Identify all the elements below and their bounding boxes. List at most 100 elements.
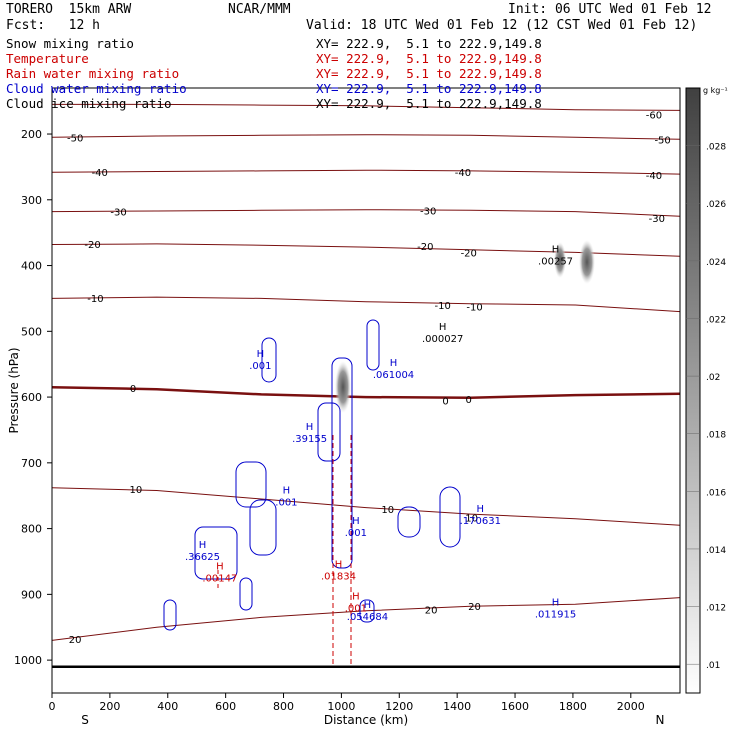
isotherm-line	[51, 243, 681, 257]
isotherm-line	[51, 169, 681, 175]
legend-field-label: Rain water mixing ratio	[6, 66, 180, 81]
organization: NCAR/MMM	[228, 2, 291, 17]
x-axis-title: Distance (km)	[324, 713, 408, 727]
cloud-water-contours	[163, 319, 461, 631]
temperature-label: -20	[461, 248, 477, 259]
cloud-water-cell	[235, 461, 267, 508]
y-tick-label: 300	[21, 194, 42, 207]
cloud-water-cell	[439, 486, 461, 548]
cloud-ice-max-marker: H	[439, 322, 447, 333]
x-tick-label: 1200	[385, 700, 413, 713]
temperature-label: -30	[420, 206, 436, 217]
cloud-water-max-label: .39155	[292, 434, 327, 445]
snow-shading-blob	[335, 361, 351, 413]
y-tick-label: 500	[21, 325, 42, 338]
isotherm-line	[52, 103, 681, 111]
temperature-label: 20	[425, 605, 438, 616]
legend-field-label: Snow mixing ratio	[6, 36, 134, 51]
cloud-water-max-label: .061004	[373, 370, 414, 381]
section-start-label: S	[81, 713, 89, 727]
cloud-water-max-marker: H	[352, 516, 360, 527]
cloud-water-max-marker: H	[257, 349, 265, 360]
y-tick-label: 400	[21, 260, 42, 273]
legend-section-coords: XY= 222.9, 5.1 to 222.9,149.8	[316, 36, 542, 51]
colorbar-label: .022	[706, 315, 726, 325]
cloud-water-cell	[249, 499, 277, 556]
temperature-label: -30	[649, 214, 665, 225]
cloud-water-cell	[397, 506, 421, 538]
colorbar-label: .018	[706, 431, 726, 441]
cloud-water-max-label: .170631	[460, 516, 501, 527]
temperature-label: -10	[87, 294, 103, 305]
cloud-water-cell	[163, 599, 177, 631]
colorbar-label: .02	[706, 373, 720, 383]
colorbar-label: .016	[706, 488, 726, 498]
snow-mixing-ratio-shading	[335, 240, 595, 413]
y-tick-label: 800	[21, 523, 42, 536]
colorbar-label: .026	[706, 200, 726, 210]
cloud-water-cell	[331, 357, 353, 569]
colorbar-label: .012	[706, 604, 726, 614]
cloud-water-max-marker: H	[306, 422, 314, 433]
colorbar-label: .028	[706, 143, 726, 153]
legend-section-coords: XY= 222.9, 5.1 to 222.9,149.8	[316, 66, 542, 81]
isotherm-line	[51, 597, 681, 641]
cloud-water-max-marker: H	[552, 597, 560, 608]
cloud-water-max-marker: H	[477, 504, 485, 515]
snow-shading-blob	[554, 242, 566, 278]
temperature-label: 0	[442, 396, 448, 407]
init-time: Init: 06 UTC Wed 01 Feb 12	[508, 2, 712, 17]
colorbar-label: .024	[706, 258, 726, 268]
rain-water-max-label: .00147	[202, 573, 237, 584]
temperature-label: 20	[69, 635, 82, 646]
temperature-label: -40	[92, 168, 108, 179]
rain-water-max-marker: H	[352, 592, 360, 603]
plot-frame	[51, 87, 681, 694]
cloud-water-max-label: .001	[345, 528, 367, 539]
y-tick-label: 700	[21, 457, 42, 470]
cloud-water-cell	[239, 577, 253, 611]
rain-water-max-marker: H	[216, 561, 224, 572]
cloud-water-max-marker: H	[364, 600, 372, 611]
temperature-label: -40	[646, 171, 662, 182]
temperature-label: -30	[110, 208, 126, 219]
temperature-label: 0	[466, 395, 472, 406]
temperature-label: -50	[67, 133, 83, 144]
y-tick-label: 900	[21, 588, 42, 601]
x-tick-label: 1800	[559, 700, 587, 713]
section-end-label: N	[656, 713, 665, 727]
contour-value-labels: -60 -50 -50 -40 -40 -40 -30 -30 -30 -20 -20 -20 -10 -…	[67, 110, 671, 646]
isotherm-line	[51, 134, 681, 140]
cloud-water-cell	[261, 337, 277, 383]
temperature-label: -50	[654, 135, 670, 146]
x-tick-label: 0	[49, 700, 56, 713]
cloud-ice-max-marker: H	[552, 244, 560, 255]
x-tick-label: 400	[157, 700, 178, 713]
legend-field-label: Cloud water mixing ratio	[6, 81, 187, 96]
legend-section-coords: XY= 222.9, 5.1 to 222.9,149.8	[316, 96, 542, 111]
cloud-water-max-label: .001	[249, 361, 271, 372]
x-tick-label: 200	[99, 700, 120, 713]
model-title: TORERO 15km ARW	[6, 2, 132, 17]
cloud-ice-max-label: .000027	[422, 334, 463, 345]
isotherm-line	[51, 385, 681, 399]
temperature-label: -20	[417, 242, 433, 253]
cloud-water-cell	[366, 319, 380, 371]
temperature-label: -40	[455, 168, 471, 179]
snow-shading-blob	[579, 240, 595, 284]
cloud-ice-max-label: .00257	[538, 256, 573, 267]
cloud-water-max-marker: H	[283, 486, 291, 497]
rain-water-max-label: .01834	[321, 571, 356, 582]
x-tick-label: 800	[273, 700, 294, 713]
cloud-water-max-label: .36625	[185, 552, 220, 563]
colorbar-label: .014	[706, 546, 726, 556]
temperature-label: -10	[435, 301, 451, 312]
y-tick-label: 1000	[14, 654, 42, 667]
cloud-water-cell	[359, 599, 375, 623]
rain-water-max-label: .001	[345, 604, 367, 615]
cloud-water-max-marker: H	[199, 540, 207, 551]
rain-water-max-marker: H	[335, 559, 343, 570]
cloud-water-max-marker: H	[390, 358, 398, 369]
y-axis-title: Pressure (hPa)	[7, 347, 21, 433]
